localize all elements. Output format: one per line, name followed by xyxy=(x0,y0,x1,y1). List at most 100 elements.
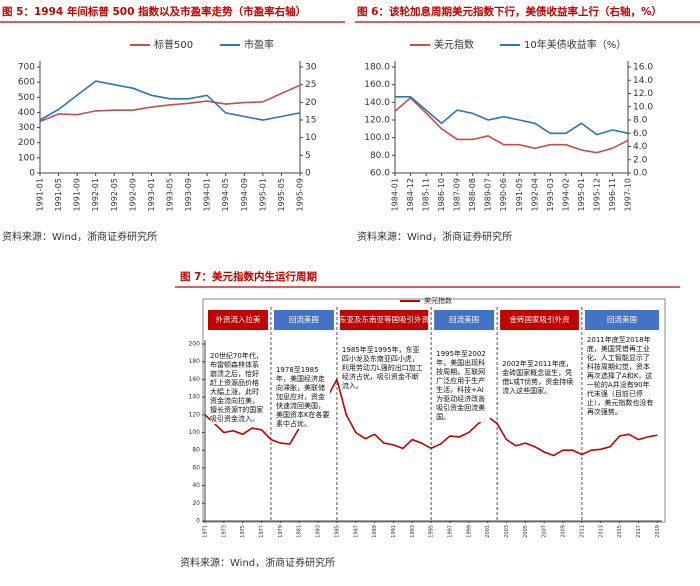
phase-label: 外资流入拉美 xyxy=(215,314,260,324)
x-tick-label: 2005 xyxy=(523,525,529,538)
chart-title: 图 6：该轮加息周期美元指数下行，美债收益率上行（右轴，%） xyxy=(357,5,662,18)
x-tick-label: 1990-06 xyxy=(499,178,508,211)
y-tick-label: 400 xyxy=(18,108,35,118)
legend-label: 美元指数 xyxy=(424,296,452,305)
x-tick-label: 1975 xyxy=(240,525,246,538)
y-tick-label: 140 xyxy=(189,394,201,401)
x-tick-label: 1992-09 xyxy=(128,178,137,211)
x-tick-label: 1994-09 xyxy=(240,178,249,211)
y-tick-label: 60.0 xyxy=(370,169,390,179)
x-tick-label: 2009 xyxy=(561,525,567,538)
x-tick-label: 1993-03 xyxy=(546,178,555,211)
y-tick-label: 140.0 xyxy=(364,98,390,108)
y-tick-label: 160.0 xyxy=(364,80,390,90)
x-tick-label: 1995-01 xyxy=(577,178,586,211)
x-tick-label: 1981 xyxy=(297,525,303,538)
y2-tick-label: 20 xyxy=(305,98,317,108)
y2-tick-label: 0.0 xyxy=(633,169,648,179)
phase-note: 1978至1985年，美国经济走向滞胀，美联储加息应对，资金快速流回美国，美国资… xyxy=(275,366,330,429)
phase-header xyxy=(434,310,495,330)
y2-tick-label: 12.0 xyxy=(633,89,653,99)
x-tick-label: 1991-09 xyxy=(73,178,82,211)
y-tick-label: 120 xyxy=(189,411,201,418)
y-tick-label: 180 xyxy=(189,358,201,365)
x-tick-label: 1992-01 xyxy=(91,178,100,211)
phase-header xyxy=(339,310,429,330)
y-tick-label: 100.0 xyxy=(364,133,390,143)
x-tick-label: 1993-05 xyxy=(166,178,175,211)
x-tick-label: 1997-10 xyxy=(624,178,633,211)
x-tick-label: 1993-09 xyxy=(184,178,193,211)
phase-note: 1985年至1995年，东亚四小龙及东南亚四小虎，利用劳动力L强的出口加工经济占… xyxy=(341,346,425,391)
x-tick-label: 1993-01 xyxy=(147,178,156,211)
y-tick-label: 200 xyxy=(18,138,35,148)
series-line xyxy=(39,80,301,121)
x-tick-label: 1997 xyxy=(447,525,453,538)
y2-tick-label: 8.0 xyxy=(633,116,648,126)
x-tick-label: 1995-09 xyxy=(296,178,305,211)
x-tick-label: 1985-11 xyxy=(422,178,431,211)
x-tick-label: 1987 xyxy=(353,525,359,538)
y2-tick-label: 25 xyxy=(305,80,316,90)
x-tick-label: 1995 xyxy=(429,525,435,538)
x-tick-label: 1984-01 xyxy=(391,178,400,211)
x-tick-label: 2013 xyxy=(598,525,604,538)
x-tick-label: 1979 xyxy=(278,525,284,538)
x-tick-label: 2019 xyxy=(655,525,661,538)
x-tick-label: 1999 xyxy=(466,525,472,538)
x-tick-label: 1993 xyxy=(410,525,416,538)
x-tick-label: 1994-02 xyxy=(561,178,570,211)
y-tick-label: 600 xyxy=(18,78,35,88)
x-tick-label: 2017 xyxy=(636,525,642,538)
legend-label: 市盈率 xyxy=(244,38,274,51)
y2-tick-label: 10 xyxy=(305,133,317,143)
y-tick-label: 0 xyxy=(29,169,35,179)
y2-tick-label: 16.0 xyxy=(633,63,653,73)
y-tick-label: 700 xyxy=(18,63,35,73)
y-tick-label: 0 xyxy=(196,518,200,525)
phase-header xyxy=(208,310,268,330)
y2-tick-label: 6.0 xyxy=(633,129,648,139)
x-tick-label: 2003 xyxy=(504,525,510,538)
y-tick-label: 80.0 xyxy=(370,151,390,161)
phase-header xyxy=(584,310,659,330)
x-tick-label: 1984-12 xyxy=(406,178,415,211)
legend-label: 10年美债收益率（%） xyxy=(524,38,626,51)
x-tick-label: 1996-11 xyxy=(608,178,617,211)
y-tick-label: 200 xyxy=(189,341,201,348)
source: 资料来源：Wind，浙商证券研究所 xyxy=(180,556,335,569)
chart-frame xyxy=(202,298,666,523)
y-tick-label: 40 xyxy=(192,482,200,489)
x-tick-label: 1973 xyxy=(221,525,227,538)
x-tick-label: 2001 xyxy=(485,525,491,538)
source: 资料来源：Wind，浙商证券研究所 xyxy=(357,230,512,243)
y-tick-label: 100 xyxy=(18,153,35,163)
x-tick-label: 1989-07 xyxy=(484,178,493,211)
y2-tick-label: 2.0 xyxy=(633,155,648,165)
x-tick-label: 1994-01 xyxy=(203,178,212,211)
x-tick-label: 1985 xyxy=(334,525,340,538)
x-tick-label: 1994-05 xyxy=(221,178,230,211)
phase-label: 回流美国 xyxy=(289,314,319,324)
y2-tick-label: 30 xyxy=(305,63,317,73)
x-tick-label: 1988-08 xyxy=(468,178,477,211)
y-tick-label: 100 xyxy=(189,429,201,436)
x-tick-label: 1991-01 xyxy=(36,178,45,211)
phase-note: 2011年底至2018年底，美国凭借再工业化、人工智能显示了科技周期幻觉，资本再… xyxy=(586,336,655,417)
phase-label: 回流美国 xyxy=(607,314,637,324)
x-tick-label: 2011 xyxy=(579,525,585,538)
x-tick-label: 2007 xyxy=(542,525,548,538)
y-tick-label: 180.0 xyxy=(364,63,390,73)
chart-title: 图 7：美元指数内生运行周期 xyxy=(180,270,317,283)
y2-tick-label: 5 xyxy=(305,151,311,161)
y2-tick-label: 0 xyxy=(305,169,311,179)
series-line xyxy=(394,96,629,154)
x-tick-label: 1995-01 xyxy=(258,178,267,211)
chart-title: 图 5：1994 年间标普 500 指数以及市盈率走势（市盈率右轴） xyxy=(2,5,306,18)
y-tick-label: 80 xyxy=(192,447,200,454)
legend-label: 标普500 xyxy=(154,38,193,51)
x-tick-label: 1983 xyxy=(316,525,322,538)
y2-tick-label: 14.0 xyxy=(633,76,653,86)
